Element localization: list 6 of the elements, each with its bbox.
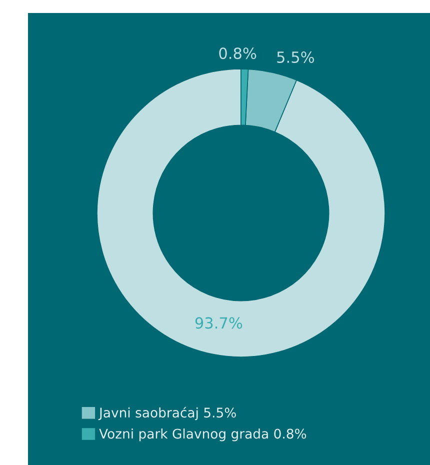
data-label: 93.7% xyxy=(195,317,242,329)
data-label: 0.8% xyxy=(219,48,256,60)
legend-label: Javni saobraćaj 5.5% xyxy=(98,406,236,420)
legend-label: Vozni park Glavnog grada 0.8% xyxy=(99,428,306,442)
donut-slice xyxy=(96,68,386,358)
data-label: 5.5% xyxy=(277,51,314,63)
